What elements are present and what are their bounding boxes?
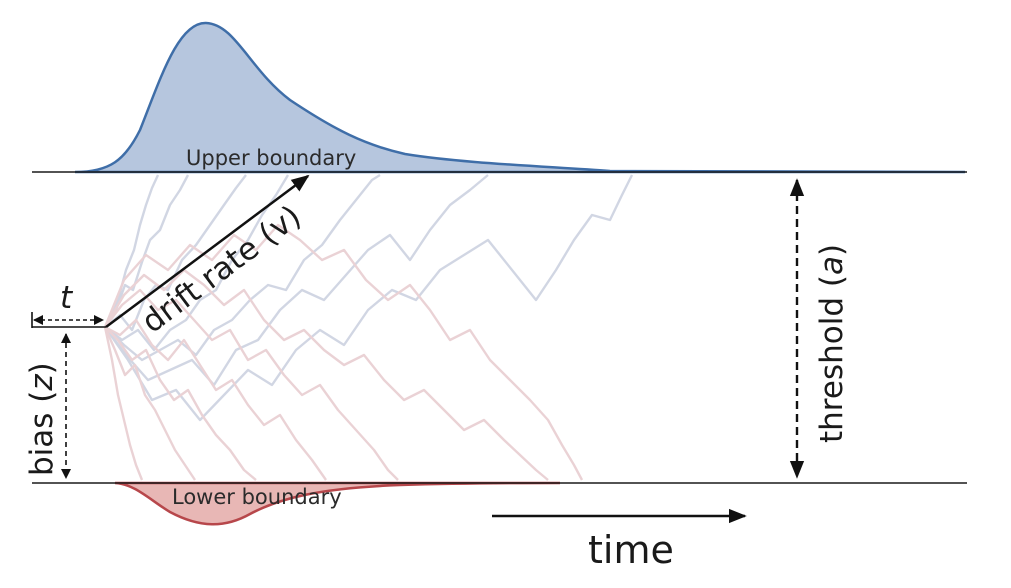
trace-lower	[104, 326, 257, 481]
trace-lower	[104, 318, 327, 481]
trace-lower	[103, 326, 196, 481]
trace-upper	[103, 174, 190, 328]
trace-lower	[104, 288, 399, 481]
trace-lower	[103, 326, 144, 481]
time-label: time	[588, 528, 674, 572]
drift-rate-label: drift rate (v)	[135, 198, 308, 340]
trace-lower	[103, 223, 584, 481]
nondecision-label: t	[60, 280, 74, 316]
lower-boundary-label: Lower boundary	[172, 485, 342, 509]
trace-upper	[104, 174, 634, 422]
upper-rt-distribution	[74, 21, 966, 174]
bias-label: bias (z)	[24, 362, 60, 476]
threshold-label: threshold (a)	[814, 244, 850, 443]
drift-rate-arrow	[105, 174, 310, 329]
trace-upper	[104, 174, 489, 387]
trace-upper	[104, 174, 290, 352]
trace-upper	[103, 174, 160, 328]
upper-boundary-label: Upper boundary	[186, 146, 356, 170]
trace-lower	[103, 268, 549, 481]
diffusion-traces	[103, 173, 634, 481]
